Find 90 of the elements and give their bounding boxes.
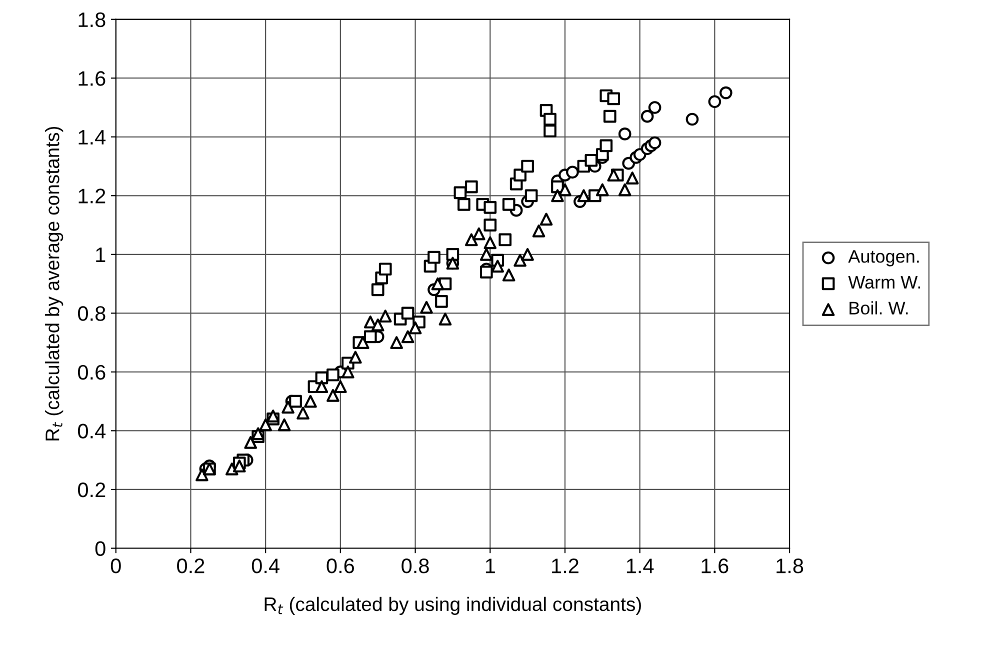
y-tick-label: 0.8 — [78, 306, 106, 321]
x-tick-label: 1.2 — [552, 558, 578, 574]
point — [600, 139, 613, 152]
point — [464, 233, 478, 246]
point — [502, 198, 516, 211]
point — [640, 110, 654, 123]
x-tick-label: 0.6 — [326, 558, 354, 574]
point — [498, 233, 512, 246]
legend-label: Autogen. — [848, 250, 919, 266]
point — [401, 306, 414, 320]
point — [428, 250, 440, 264]
point — [626, 172, 639, 184]
point — [408, 321, 422, 334]
point — [289, 394, 302, 408]
point — [540, 212, 553, 226]
x-tick-label: 1.4 — [626, 558, 654, 574]
y-tick-label: 0.4 — [78, 424, 106, 438]
x-tick-label: 1.8 — [776, 558, 804, 574]
point — [278, 418, 291, 432]
x-tick-label: 0.4 — [252, 558, 280, 574]
point — [484, 200, 497, 214]
point — [458, 198, 470, 211]
point — [484, 236, 497, 250]
y-tick-label: 1.6 — [78, 71, 106, 86]
y-tick-label: 1 — [96, 248, 106, 262]
y-tick-label: 0 — [95, 541, 106, 556]
y-tick-label: 0.2 — [78, 482, 106, 498]
point — [708, 95, 722, 108]
point — [524, 189, 538, 202]
point — [232, 460, 246, 472]
point — [521, 248, 534, 261]
point — [401, 330, 414, 344]
point — [502, 268, 516, 282]
point — [438, 312, 452, 326]
point — [607, 92, 620, 106]
y-axis-title: R$_{t}$ (calculated by average constants) — [45, 126, 64, 440]
point — [648, 101, 662, 114]
point — [544, 124, 556, 138]
point — [326, 368, 340, 382]
point — [719, 86, 732, 100]
y-tick-label: 0.6 — [78, 364, 106, 380]
point — [420, 300, 433, 314]
point — [446, 248, 460, 261]
point — [472, 227, 486, 240]
point — [607, 168, 620, 182]
point — [491, 260, 504, 273]
point — [603, 110, 616, 123]
point — [390, 336, 403, 349]
legend-label: Warm W. — [848, 276, 920, 289]
point — [596, 183, 609, 196]
y-tick-label: 1.2 — [78, 188, 106, 204]
point — [435, 295, 448, 308]
point — [577, 189, 590, 202]
point — [304, 394, 317, 408]
point — [378, 262, 392, 276]
y-tick-label: 1.8 — [78, 12, 106, 28]
point — [521, 160, 534, 173]
point — [544, 112, 556, 126]
point — [648, 136, 662, 150]
y-tick-label: 1.4 — [78, 130, 106, 144]
x-tick-label: 1 — [486, 558, 495, 574]
point — [334, 380, 347, 394]
point — [356, 336, 370, 349]
x-tick-label: 0.8 — [402, 558, 429, 574]
point — [514, 254, 526, 267]
point — [378, 310, 392, 323]
point — [558, 183, 572, 196]
point — [532, 224, 546, 238]
point — [480, 266, 493, 278]
point — [259, 418, 272, 432]
x-tick-label: 1.6 — [702, 558, 728, 574]
point — [618, 183, 632, 196]
x-axis-title: R$_{t}$ (calculated by using individual constants) — [264, 596, 641, 615]
point — [566, 166, 579, 179]
point — [686, 112, 699, 126]
point — [371, 283, 384, 296]
point — [348, 350, 362, 364]
point — [431, 277, 444, 290]
point — [480, 248, 493, 261]
x-tick-label: 0 — [110, 558, 121, 574]
point — [326, 389, 340, 402]
point — [464, 180, 478, 194]
point — [244, 436, 258, 449]
point — [296, 406, 310, 420]
point — [584, 154, 598, 167]
x-tick-label: 0.2 — [177, 558, 204, 574]
point — [484, 218, 497, 232]
point — [618, 128, 632, 140]
point — [364, 330, 377, 344]
legend-label: Boil. W. — [850, 301, 908, 315]
